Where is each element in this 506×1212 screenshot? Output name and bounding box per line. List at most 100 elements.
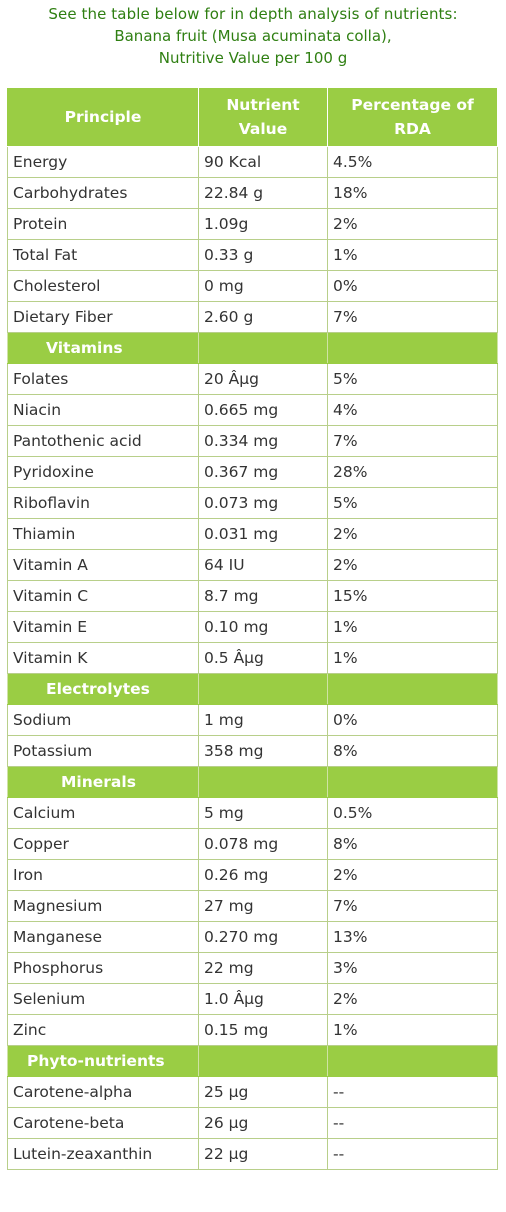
nutrient-rda: 7% [327, 890, 498, 922]
section-electrolytes: Electrolytes [7, 673, 498, 705]
table-row: Folates 20 Âµg 5% [7, 363, 498, 395]
nutrient-name: Carotene-alpha [7, 1076, 199, 1108]
nutrient-rda: 2% [327, 859, 498, 891]
nutrient-rda: 0% [327, 270, 498, 302]
nutrient-value: 0.665 mg [198, 394, 328, 426]
nutrient-name: Riboflavin [7, 487, 199, 519]
nutrient-name: Carotene-beta [7, 1107, 199, 1139]
nutrient-name: Pantothenic acid [7, 425, 199, 457]
nutrient-value: 0.270 mg [198, 921, 328, 953]
nutrient-rda: 1% [327, 611, 498, 643]
nutrient-name: Thiamin [7, 518, 199, 550]
nutrient-name: Folates [7, 363, 199, 395]
table-row: Vitamin C 8.7 mg 15% [7, 580, 498, 612]
table-row: Riboflavin 0.073 mg 5% [7, 487, 498, 519]
nutrient-name: Lutein-zeaxanthin [7, 1138, 199, 1170]
nutrient-value: 64 IU [198, 549, 328, 581]
table-row: Cholesterol 0 mg 0% [7, 270, 498, 302]
section-vitamins: Vitamins [7, 332, 498, 364]
nutrient-name: Pyridoxine [7, 456, 199, 488]
nutrient-rda: 2% [327, 549, 498, 581]
header-nutrient-value: Nutrient Value [198, 87, 328, 147]
nutrient-rda: 0% [327, 704, 498, 736]
section-title: Minerals [7, 766, 199, 798]
nutrient-name: Energy [7, 146, 199, 178]
nutrient-rda: 0.5% [327, 797, 498, 829]
nutrient-name: Magnesium [7, 890, 199, 922]
header-percentage-rda: Percentage of RDA [327, 87, 498, 147]
section-phyto-nutrients: Phyto-nutrients [7, 1045, 498, 1077]
nutrient-value: 27 mg [198, 890, 328, 922]
nutrient-value: 0.031 mg [198, 518, 328, 550]
nutrient-value: 22 mg [198, 952, 328, 984]
table-body: Energy 90 Kcal 4.5% Carbohydrates 22.84 g 18%… [7, 146, 498, 1170]
section-title: Vitamins [7, 332, 199, 364]
nutrient-name: Dietary Fiber [7, 301, 199, 333]
nutrient-value: 8.7 mg [198, 580, 328, 612]
section-title: Phyto-nutrients [7, 1045, 199, 1077]
nutrient-value: 0 mg [198, 270, 328, 302]
table-row: Total Fat 0.33 g 1% [7, 239, 498, 271]
table-row: Carbohydrates 22.84 g 18% [7, 177, 498, 209]
nutrient-rda: 2% [327, 983, 498, 1015]
nutrient-rda: 3% [327, 952, 498, 984]
table-row: Magnesium 27 mg 7% [7, 890, 498, 922]
nutrient-value: 25 µg [198, 1076, 328, 1108]
table-row: Carotene-beta 26 µg -- [7, 1107, 498, 1139]
nutrient-rda: 5% [327, 487, 498, 519]
nutrient-value: 22.84 g [198, 177, 328, 209]
nutrient-rda: 28% [327, 456, 498, 488]
nutrient-rda: 1% [327, 239, 498, 271]
nutrient-value: 26 µg [198, 1107, 328, 1139]
section-title: Electrolytes [7, 673, 199, 705]
table-row: Copper 0.078 mg 8% [7, 828, 498, 860]
nutrient-value: 20 Âµg [198, 363, 328, 395]
intro-line-2: Banana fruit (Musa acuminata colla), [114, 27, 392, 45]
table-row: Vitamin A 64 IU 2% [7, 549, 498, 581]
nutrient-value: 358 mg [198, 735, 328, 767]
nutrient-name: Vitamin C [7, 580, 199, 612]
nutrient-name: Niacin [7, 394, 199, 426]
table-header-row: Principle Nutrient Value Percentage of RDA [7, 87, 498, 147]
table-row: Pyridoxine 0.367 mg 28% [7, 456, 498, 488]
nutrient-rda: -- [327, 1107, 498, 1139]
table-row: Sodium 1 mg 0% [7, 704, 498, 736]
nutrient-rda: -- [327, 1138, 498, 1170]
nutrient-value: 22 µg [198, 1138, 328, 1170]
table-row: Selenium 1.0 Âµg 2% [7, 983, 498, 1015]
nutrient-rda: 8% [327, 735, 498, 767]
table-row: Vitamin K 0.5 Âµg 1% [7, 642, 498, 674]
nutrient-rda: 2% [327, 208, 498, 240]
nutrient-value: 0.10 mg [198, 611, 328, 643]
nutrient-name: Cholesterol [7, 270, 199, 302]
table-row: Lutein-zeaxanthin 22 µg -- [7, 1138, 498, 1170]
section-minerals: Minerals [7, 766, 498, 798]
nutrient-name: Copper [7, 828, 199, 860]
table-row: Carotene-alpha 25 µg -- [7, 1076, 498, 1108]
table-row: Pantothenic acid 0.334 mg 7% [7, 425, 498, 457]
table-row: Zinc 0.15 mg 1% [7, 1014, 498, 1046]
nutrient-name: Vitamin E [7, 611, 199, 643]
nutrient-value: 5 mg [198, 797, 328, 829]
nutrient-rda: 2% [327, 518, 498, 550]
table-row: Thiamin 0.031 mg 2% [7, 518, 498, 550]
table-row: Protein 1.09g 2% [7, 208, 498, 240]
table-row: Niacin 0.665 mg 4% [7, 394, 498, 426]
nutrient-name: Zinc [7, 1014, 199, 1046]
table-row: Vitamin E 0.10 mg 1% [7, 611, 498, 643]
nutrient-value: 0.367 mg [198, 456, 328, 488]
nutrient-name: Calcium [7, 797, 199, 829]
nutrient-name: Carbohydrates [7, 177, 199, 209]
nutrient-value: 2.60 g [198, 301, 328, 333]
table-row: Potassium 358 mg 8% [7, 735, 498, 767]
nutrient-name: Manganese [7, 921, 199, 953]
nutrient-name: Vitamin A [7, 549, 199, 581]
nutrient-value: 1.09g [198, 208, 328, 240]
nutrient-rda: 8% [327, 828, 498, 860]
nutrient-rda: 7% [327, 425, 498, 457]
nutrient-value: 0.334 mg [198, 425, 328, 457]
intro-text: See the table below for in depth analysi… [0, 0, 506, 81]
nutrient-name: Iron [7, 859, 199, 891]
table-row: Iron 0.26 mg 2% [7, 859, 498, 891]
nutrient-rda: 1% [327, 1014, 498, 1046]
